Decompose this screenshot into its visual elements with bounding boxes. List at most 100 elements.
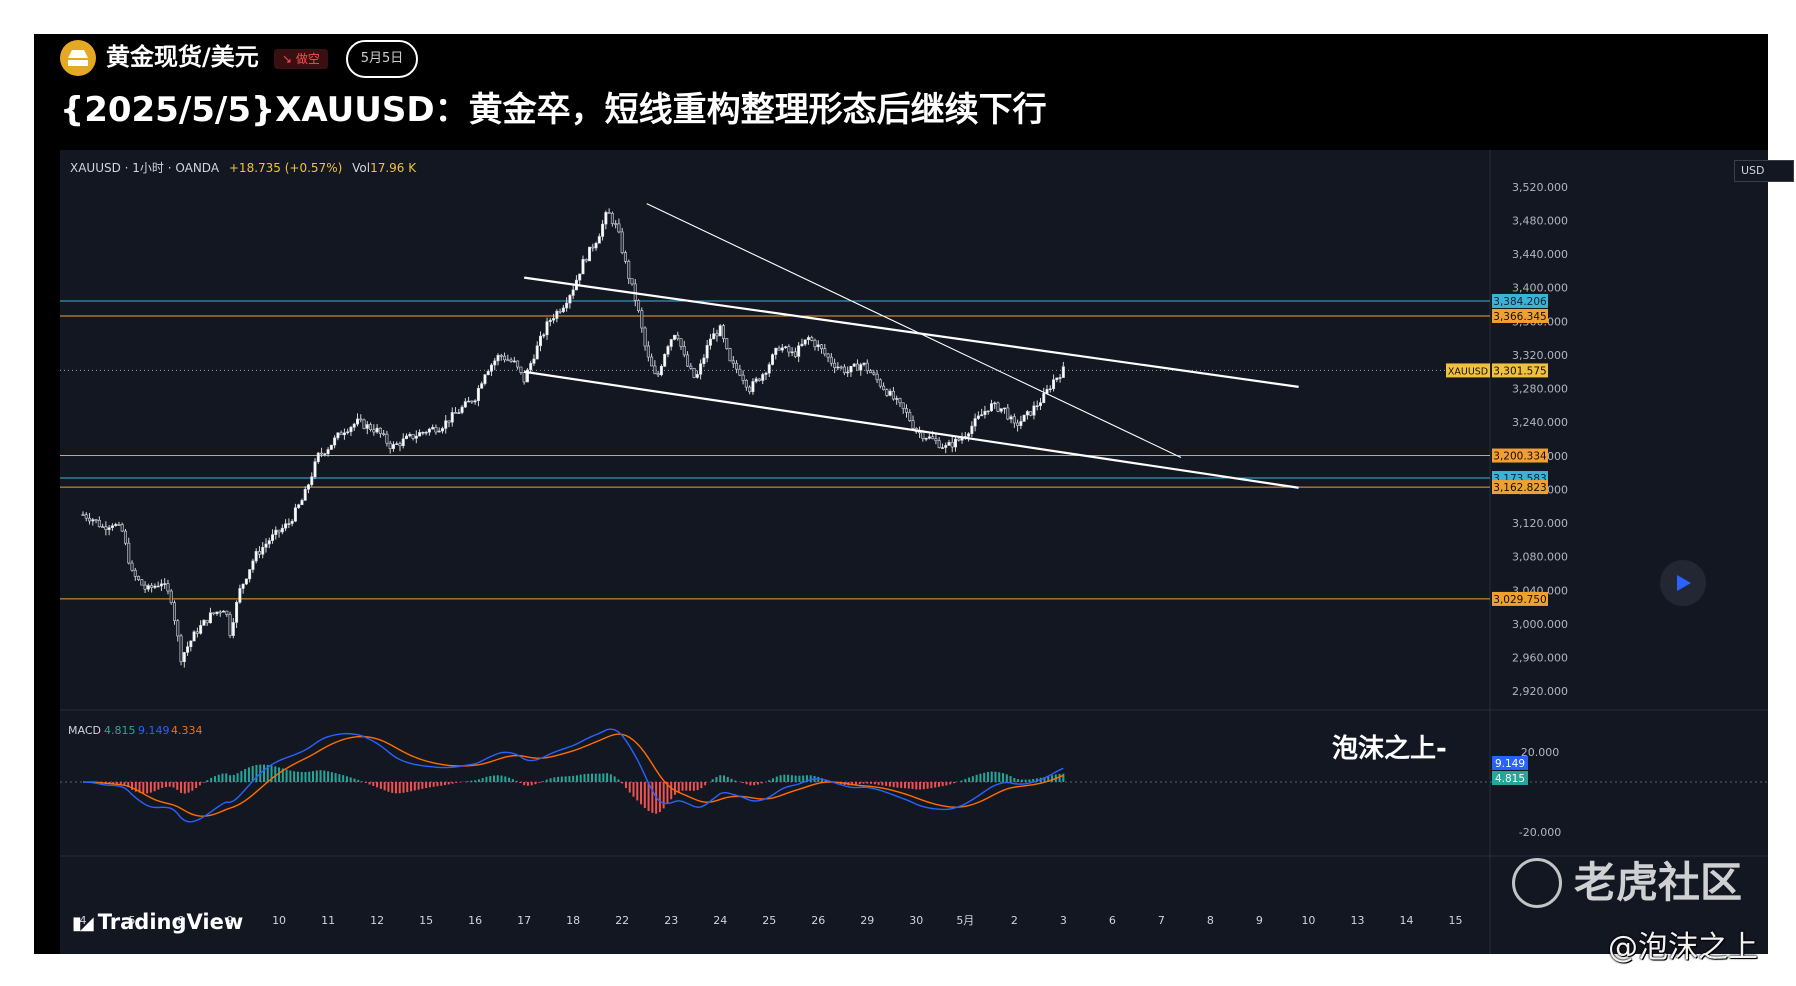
candle-body bbox=[1025, 411, 1029, 416]
play-button[interactable] bbox=[1660, 560, 1706, 606]
candle-body bbox=[731, 360, 735, 364]
candle-body bbox=[859, 364, 863, 371]
candle-body bbox=[1009, 416, 1013, 420]
x-tick-label: 16 bbox=[468, 914, 482, 927]
candle-body bbox=[545, 321, 549, 336]
y-tick-label: 3,000.000 bbox=[1512, 618, 1568, 631]
candle-body bbox=[705, 345, 709, 359]
x-tick-label: 24 bbox=[713, 914, 727, 927]
candle-body bbox=[695, 374, 699, 378]
candle-body bbox=[261, 547, 265, 555]
candle-body bbox=[418, 432, 422, 437]
candle-body bbox=[581, 259, 585, 275]
candle-body bbox=[555, 310, 559, 319]
candle-body bbox=[280, 527, 284, 533]
x-tick-label: 14 bbox=[1399, 914, 1413, 927]
candle-body bbox=[584, 259, 588, 262]
candle-body bbox=[862, 362, 866, 365]
x-tick-label: 4 bbox=[80, 914, 87, 927]
candle-body bbox=[91, 519, 95, 522]
candle-body bbox=[927, 436, 931, 439]
x-tick-label: 5 bbox=[129, 914, 136, 927]
candle-body bbox=[503, 355, 507, 361]
candle-body bbox=[107, 527, 111, 530]
candle-body bbox=[346, 431, 350, 434]
candle-body bbox=[934, 438, 938, 442]
candle-body bbox=[650, 356, 654, 367]
candle-body bbox=[143, 584, 147, 590]
candle-body bbox=[970, 425, 974, 435]
candle-body bbox=[999, 408, 1003, 412]
candle-body bbox=[333, 437, 337, 446]
header: 黄金现货/美元 ↘ 做空 5月5日 {2025/5/5}XAUUSD：黄金卒，短… bbox=[34, 34, 1768, 150]
candle-body bbox=[957, 438, 961, 441]
level-tag bbox=[1492, 591, 1548, 606]
date-badge: 5月5日 bbox=[346, 40, 418, 78]
y-tick-label: 3,320.000 bbox=[1512, 349, 1568, 362]
candle-body bbox=[911, 420, 915, 429]
legend-symbol[interactable]: XAUUSD · 1小时 · OANDA bbox=[70, 161, 220, 175]
candle-body bbox=[467, 400, 471, 403]
candle-body bbox=[1006, 407, 1010, 420]
candle-body bbox=[1048, 388, 1052, 391]
candle-body bbox=[973, 418, 977, 427]
tiger-logo-icon bbox=[1512, 858, 1562, 908]
candle-body bbox=[506, 359, 510, 362]
candle-body bbox=[228, 614, 232, 636]
candle-body bbox=[101, 526, 105, 528]
candle-body bbox=[480, 383, 484, 389]
candle-body bbox=[787, 346, 791, 353]
candle-body bbox=[349, 426, 353, 433]
candle-body bbox=[176, 620, 180, 637]
symbol-name[interactable]: 黄金现货/美元 bbox=[106, 43, 259, 71]
candle-body bbox=[1032, 405, 1036, 416]
candle-body bbox=[248, 569, 252, 580]
candle-body bbox=[940, 447, 944, 449]
candle-body bbox=[630, 278, 634, 285]
candle-body bbox=[669, 339, 673, 347]
candle-body bbox=[1019, 421, 1023, 426]
author-watermark: 泡沫之上- bbox=[1332, 734, 1447, 764]
candle-body bbox=[320, 452, 324, 455]
candle-body bbox=[895, 398, 899, 400]
candle-body bbox=[947, 442, 951, 446]
candle-body bbox=[163, 583, 167, 585]
candle-body bbox=[493, 360, 497, 366]
trendline[interactable] bbox=[524, 276, 1299, 388]
candle-body bbox=[140, 579, 144, 586]
candle-body bbox=[84, 514, 88, 519]
candle-body bbox=[976, 415, 980, 419]
candle-body bbox=[408, 434, 412, 437]
candle-body bbox=[457, 412, 461, 414]
candle-body bbox=[414, 435, 418, 439]
direction-badge: ↘ 做空 bbox=[274, 49, 328, 69]
trendline[interactable] bbox=[523, 370, 1299, 489]
candle-body bbox=[921, 432, 925, 439]
candle-body bbox=[741, 374, 745, 381]
macd-scale-tag-label: 4.815 bbox=[1495, 773, 1525, 785]
level-tag bbox=[1492, 308, 1548, 323]
trendline[interactable] bbox=[646, 203, 1182, 458]
candle-body bbox=[1061, 366, 1065, 378]
price-axis[interactable] bbox=[1490, 150, 1768, 954]
candle-body bbox=[806, 337, 810, 341]
candle-body bbox=[908, 411, 912, 421]
chart-panel[interactable]: 3,520.000 3,480.000 3,440.000 3,400.000 3,36… bbox=[60, 150, 1794, 954]
candle-body bbox=[257, 551, 261, 555]
x-tick-label: 10 bbox=[272, 914, 286, 927]
candle-body bbox=[235, 602, 239, 623]
currency-selector[interactable]: USD bbox=[1734, 160, 1794, 182]
candle-body bbox=[476, 387, 480, 401]
tradingview-mark-icon: ▮◢ bbox=[72, 913, 94, 934]
play-icon bbox=[1677, 575, 1691, 591]
candle-body bbox=[653, 365, 657, 374]
candle-body bbox=[470, 400, 474, 403]
candle-body bbox=[780, 347, 784, 351]
candle-body bbox=[846, 371, 850, 374]
candle-body bbox=[287, 523, 291, 525]
candle-body bbox=[222, 610, 226, 613]
candle-body bbox=[153, 585, 157, 588]
candle-body bbox=[588, 246, 592, 262]
price-chart[interactable]: 3,520.000 3,480.000 3,440.000 3,400.000 3,36… bbox=[60, 150, 1768, 954]
candle-body bbox=[591, 246, 595, 249]
